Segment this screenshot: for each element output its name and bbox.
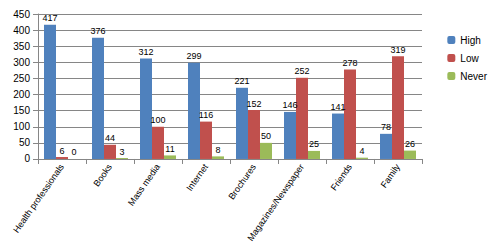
svg-text:8: 8 [215,145,220,155]
svg-text:312: 312 [138,47,153,57]
svg-text:400: 400 [13,25,30,36]
svg-text:100: 100 [13,121,30,132]
svg-text:Friends: Friends [329,162,355,193]
svg-text:417: 417 [42,13,57,23]
svg-text:25: 25 [309,139,319,149]
svg-text:6: 6 [59,146,64,156]
svg-text:Magazines/Newspaper: Magazines/Newspaper [245,162,306,243]
svg-text:116: 116 [199,110,213,120]
svg-text:50: 50 [19,137,31,148]
svg-text:350: 350 [13,41,30,52]
svg-text:100: 100 [150,115,165,125]
svg-text:78: 78 [381,122,391,132]
svg-text:50: 50 [261,131,271,141]
svg-text:Brochures: Brochures [226,162,258,202]
svg-text:3: 3 [119,147,124,157]
svg-text:250: 250 [13,73,30,84]
svg-text:278: 278 [342,58,357,68]
svg-text:376: 376 [90,26,105,36]
svg-text:299: 299 [186,51,201,61]
svg-text:150: 150 [13,105,30,116]
svg-text:Family: Family [379,162,403,190]
svg-text:141: 141 [330,102,345,112]
svg-text:11: 11 [165,144,174,154]
svg-text:221: 221 [234,76,249,86]
svg-text:High: High [460,35,481,46]
svg-text:Mass media: Mass media [126,162,162,207]
svg-text:200: 200 [13,89,30,100]
svg-text:152: 152 [246,99,261,109]
svg-text:Low: Low [460,53,479,64]
svg-text:300: 300 [13,57,30,68]
svg-text:Books: Books [92,162,115,189]
svg-text:146: 146 [282,100,297,110]
svg-text:Internet: Internet [184,162,210,193]
svg-text:0: 0 [24,153,30,164]
svg-text:Health professionals: Health professionals [11,162,66,235]
svg-text:450: 450 [13,9,30,20]
svg-text:44: 44 [105,133,115,143]
svg-text:319: 319 [390,45,405,55]
svg-text:26: 26 [405,139,415,149]
svg-text:4: 4 [359,146,364,156]
svg-text:0: 0 [71,147,76,157]
svg-text:Never: Never [460,71,487,82]
svg-text:252: 252 [294,66,309,76]
